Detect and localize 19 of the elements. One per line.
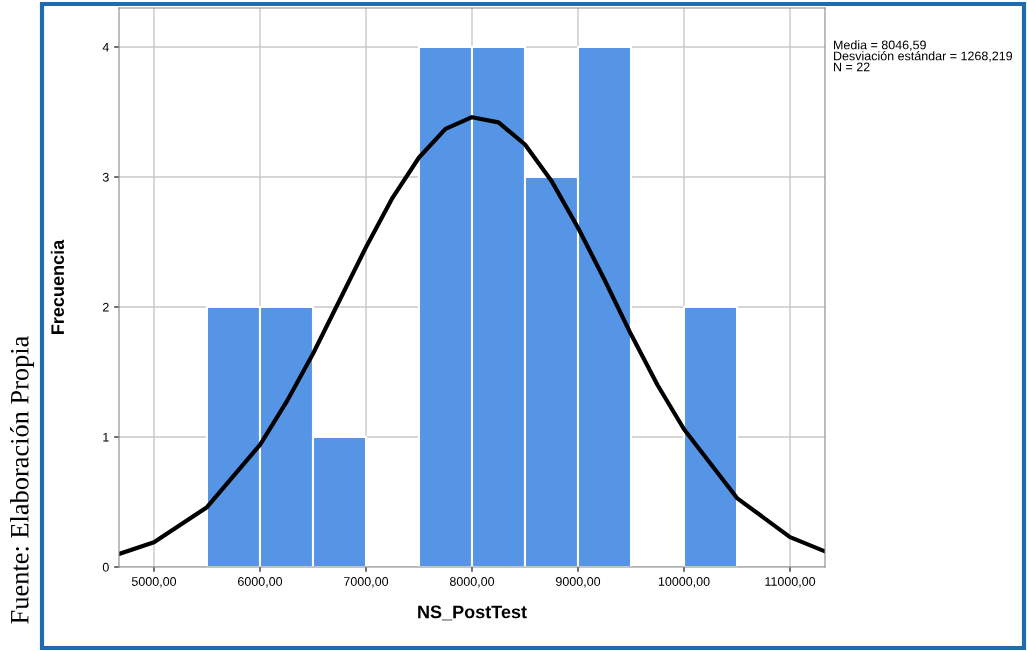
y-tick-label: 0 [102,562,109,572]
y-tick-label: 2 [102,302,109,312]
line-series [119,115,825,557]
x-tick-label: 11000,00 [765,577,816,588]
y-axis-title: Frecuencia [50,239,65,334]
x-tick-label: 5000,00 [131,577,177,588]
x-tick-label: 9000,00 [556,577,601,588]
source-note: Fuente: Elaboración Propia [10,336,34,624]
x-tick-label: 7000,00 [344,577,389,588]
x-tick-label: 10000,00 [658,577,710,588]
x-tick-label: 8000,00 [449,577,495,588]
y-tick-label: 4 [102,42,109,52]
y-tick-label: 1 [103,432,109,442]
y-tick-label: 3 [102,172,109,182]
x-tick-label: 6000,00 [238,577,283,588]
text: Desviación estándar = 1268,219 [834,51,1013,62]
text: Media = 8046,59 [834,40,926,51]
x-axis-title: NS_PostTest [418,605,527,621]
text: N = 22 [834,62,870,72]
